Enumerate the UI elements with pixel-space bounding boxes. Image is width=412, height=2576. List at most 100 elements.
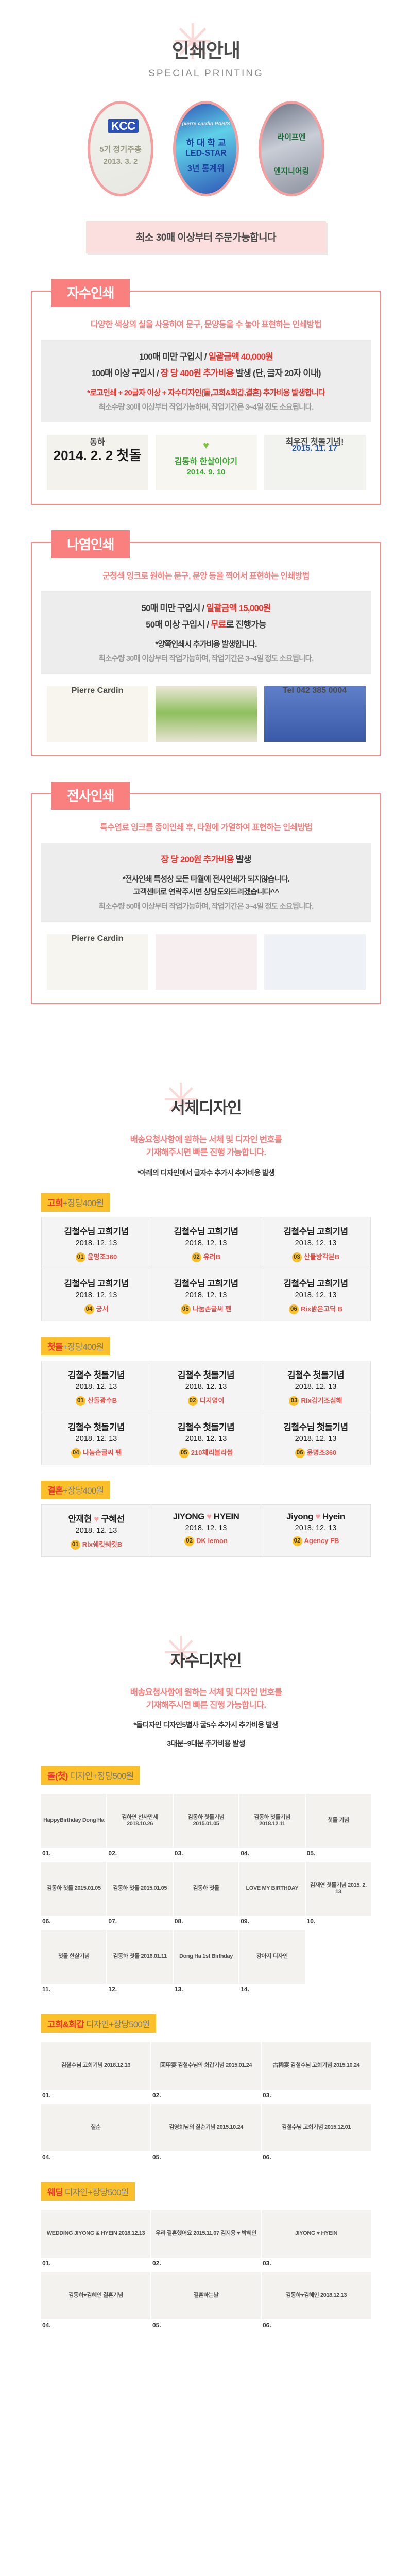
design-chilsun-05[interactable]: 김영희님의 칠순기념 2015.10.24 05.: [151, 2104, 261, 2165]
sample-caption: Tel 042 385 0004: [282, 686, 347, 695]
design-number: 01.: [42, 2260, 51, 2267]
font-sample-name: 김철수 첫돌기념: [67, 1422, 125, 1432]
design-jaeyeon[interactable]: 김재연 첫돌기념 2015. 2. 13 10.: [305, 1862, 371, 1929]
font-sample-tag: 06 Rix밝은고딕 B: [264, 1303, 367, 1314]
group-name: 돌(첫): [47, 1771, 68, 1782]
font-sample-date: 2018. 12. 13: [75, 1526, 117, 1535]
design-gohui-01[interactable]: 김철수님 고희기념 2018.12.13 01.: [41, 2042, 150, 2103]
design-thumbnail: 김동하♥김혜인 2018.12.13: [262, 2272, 371, 2320]
design-angel[interactable]: 김하연 천사만세 2018.10.26 02.: [107, 1794, 173, 1861]
sample-kimdongha: ♥ 김동하 한살이야기 2014. 9. 10: [155, 435, 257, 490]
font-sample-cell[interactable]: Jiyong ♥ Hyein 2018. 12. 13 02 Agency FB: [261, 1504, 370, 1556]
font-sample-cell[interactable]: 안재현 ♥ 구혜선 2018. 12. 13 01 Rix쉐킷쉐킷B: [42, 1504, 151, 1556]
sample-photo-row: Pierre Cardin Tel 042 385 0004: [41, 686, 371, 742]
printing-guide-page: ✳ 인쇄안내 SPECIAL PRINTING KCC 5기 정기주총 2013…: [0, 18, 412, 2333]
font-sample-cell[interactable]: 김철수 첫돌기념 2018. 12. 13 04 나눔손글씨 펜: [42, 1413, 151, 1465]
design-dongha-08[interactable]: 김동하 첫돌 08.: [173, 1862, 239, 1929]
font-sample-cell[interactable]: 김철수 첫돌기념 2018. 12. 13 02 디지영이: [151, 1361, 261, 1413]
font-sample-cell[interactable]: 김철수 첫돌기념 2018. 12. 13 03 Rix감기조심해: [261, 1361, 370, 1413]
design-wedding-02[interactable]: 우리 결혼했어요 2015.11.07 김지용 ♥ 박혜인 02.: [151, 2210, 261, 2271]
design-number: 10.: [306, 1918, 316, 1925]
photo-text: 하 대 학 교: [186, 138, 226, 148]
embroidery-design-groups: 돌(첫) 디자인+장당500원 HappyBirthday Dong Ha 01. 김…: [0, 1766, 412, 2333]
font-sample-cell[interactable]: 김철수님 고희기념 2018. 12. 13 06 Rix밝은고딕 B: [261, 1269, 370, 1321]
font-sample-tag: 01 Rix쉐킷쉐킷B: [45, 1539, 148, 1550]
design-number: 04.: [241, 1850, 249, 1857]
design-wedding-05[interactable]: 결혼하는날 05.: [151, 2272, 261, 2333]
font-sample-cell[interactable]: 김철수 첫돌기념 2018. 12. 13 05 210체리블라썸: [151, 1413, 261, 1465]
kcc-embroidery-photo: KCC 5기 정기주총 2013. 3. 2: [88, 101, 153, 196]
font-sample-name: 김철수 첫돌기념: [67, 1370, 125, 1380]
embroidery-design-title: 자수디자인: [170, 1651, 242, 1670]
font-sample-name: 김철수님 고희기념: [174, 1278, 238, 1289]
design-thumbnail: WEDDING JIYONG & HYEIN 2018.12.13: [41, 2210, 150, 2258]
font-sample-cell[interactable]: 김철수님 고희기념 2018. 12. 13 03 산돌방각본B: [261, 1217, 370, 1269]
design-thumbnail: 김철수님 고희기념 2018.12.13: [41, 2042, 150, 2090]
font-number-badge: 05: [179, 1448, 189, 1458]
sample-caption: Pierre Cardin: [71, 686, 124, 695]
price-box: 장 당 200원 추가비용 발생 *전사인쇄 특성상 모든 타월에 전사인쇄가 되…: [41, 843, 371, 922]
font-sample-cell[interactable]: 김철수님 고희기념 2018. 12. 13 01 윤명조360: [42, 1217, 151, 1269]
font-sample-cell[interactable]: JIYONG ♥ HYEIN 2018. 12. 13 02 DK lemon: [151, 1504, 261, 1556]
font-sample-tag: 06 윤명조360: [264, 1447, 367, 1458]
font-sample-cell[interactable]: 김철수님 고희기념 2018. 12. 13 02 유려B: [151, 1217, 261, 1269]
design-thumbnail: 첫돌 기념: [305, 1794, 371, 1848]
font-sample-cell[interactable]: 김철수 첫돌기념 2018. 12. 13 01 산돌광수B: [42, 1361, 151, 1413]
font-sample-tag: 05 210체리블라썸: [154, 1447, 258, 1458]
design-number: 04.: [42, 2154, 51, 2161]
design-dongha-05[interactable]: 김동하 첫돌 2015.01.05 06.: [41, 1862, 107, 1929]
method-tab-label: 전사인쇄: [52, 782, 130, 810]
font-sample-cell[interactable]: 김철수님 첫돌기념 2018. 12. 13 06 윤명조360: [261, 1413, 370, 1465]
design-dongha-2018[interactable]: 김동하 첫돌기념 2018.12.11 04.: [239, 1794, 305, 1861]
design-hoegap-02[interactable]: 回甲宴 김철수님의 회갑기념 2015.01.24 02.: [151, 2042, 261, 2103]
font-category-label: 결혼+장당400원: [41, 1480, 110, 1499]
design-wedding-03[interactable]: JIYONG ♥ HYEIN 03.: [262, 2210, 371, 2271]
font-family-name: 윤명조360: [87, 1252, 117, 1261]
sample-caption: 2014. 2. 2 첫돌: [53, 448, 142, 463]
design-dongha-first[interactable]: 김동하 첫돌기념 2015.01.05 03.: [173, 1794, 239, 1861]
category-name: 고희: [47, 1198, 63, 1208]
method-panel-body: 전사인쇄 특수염료 잉크를 종이인쇄 후, 타월에 가열하여 표현하는 인쇄방법 장…: [31, 782, 381, 1004]
design-puppy[interactable]: 강아지 디자인 14.: [239, 1930, 305, 1997]
design-gohui-03[interactable]: 古稀宴 김철수님 고희기념 2015.10.24 03.: [262, 2042, 371, 2103]
design-wedding-04[interactable]: 김동하♥김혜인 결혼기념 04.: [41, 2272, 150, 2333]
minimum-order-note: 최소 30매 이상부터 주문가능합니다: [86, 221, 326, 253]
design-gohui-06[interactable]: 김철수님 고희기념 2015.12.01 06.: [262, 2104, 371, 2165]
design-love-birthday[interactable]: LOVE MY BIRTHDAY 09.: [239, 1862, 305, 1929]
design-hansal[interactable]: 첫돌 한살기념 11.: [41, 1930, 107, 1997]
font-sample-cell[interactable]: 김철수님 고희기념 2018. 12. 13 04 궁서: [42, 1269, 151, 1321]
font-design-desc-line1: 배송요청사항에 원하는 서체 및 디자인 번호를: [130, 1135, 282, 1144]
design-dongha-07[interactable]: 김동하 첫돌 2015.01.05 07.: [107, 1862, 173, 1929]
photo-text: 2013. 3. 2: [103, 157, 138, 166]
font-sample-tag: 01 윤명조360: [45, 1251, 148, 1262]
font-category-label: 고희+장당400원: [41, 1193, 110, 1212]
price-suffix: 로 진행가능: [226, 620, 267, 630]
font-number-badge: 02: [184, 1536, 195, 1546]
font-sample-grid: 김철수님 고희기념 2018. 12. 13 01 윤명조360 김철수님 고희기념 20…: [41, 1216, 371, 1321]
group-suffix: 디자인: [83, 2020, 109, 2030]
font-number-badge: 01: [75, 1252, 85, 1262]
design-thumbnail: 回甲宴 김철수님의 회갑기념 2015.01.24: [151, 2042, 261, 2090]
design-thumbnail: 김동하 첫돌 2015.01.05: [41, 1862, 107, 1916]
font-sample-date: 2018. 12. 13: [295, 1523, 337, 1532]
font-family-name: 윤명조360: [306, 1448, 337, 1456]
design-wedding-06[interactable]: 김동하♥김혜인 2018.12.13 06.: [262, 2272, 371, 2333]
design-first-birthday[interactable]: 첫돌 기념 05.: [305, 1794, 371, 1861]
price-highlight: 일괄금액 15,000원: [206, 603, 271, 613]
font-sample-cell[interactable]: 김철수님 고희기념 2018. 12. 13 05 나눔손글씨 펜: [151, 1269, 261, 1321]
price-note: *로고인쇄 + 20글자 이상 + 자수디자인(돌,고희&회갑,결혼) 추가비용…: [87, 388, 325, 397]
photo-text: 라이프엔: [277, 133, 306, 142]
font-number-badge: 02: [292, 1536, 302, 1546]
price-suffix: 발생: [234, 855, 251, 865]
design-wedding-01[interactable]: WEDDING JIYONG & HYEIN 2018.12.13 01.: [41, 2210, 150, 2271]
font-sample-date: 2018. 12. 13: [295, 1291, 337, 1299]
font-family-name: Rix쉐킷쉐킷B: [82, 1540, 123, 1548]
font-design-description: 배송요청사항에 원하는 서체 및 디자인 번호를 기재해주시면 빠른 진행 가능…: [0, 1133, 412, 1159]
design-chilsun-04[interactable]: 칠순 04.: [41, 2104, 150, 2165]
design-dongha-12[interactable]: 김동하 첫돌 2016.01.11 12.: [107, 1930, 173, 1997]
design-happy-birthday[interactable]: HappyBirthday Dong Ha 01.: [41, 1794, 107, 1861]
design-dongha-1st[interactable]: Dong Ha 1st Birthday 13.: [173, 1930, 239, 1997]
font-sample-name: 안재현 ♥ 구혜선: [68, 1514, 125, 1524]
font-family-name: 궁서: [96, 1304, 109, 1313]
price-line: 50매 이상 구입시 / 무료로 진행가능: [46, 617, 366, 630]
